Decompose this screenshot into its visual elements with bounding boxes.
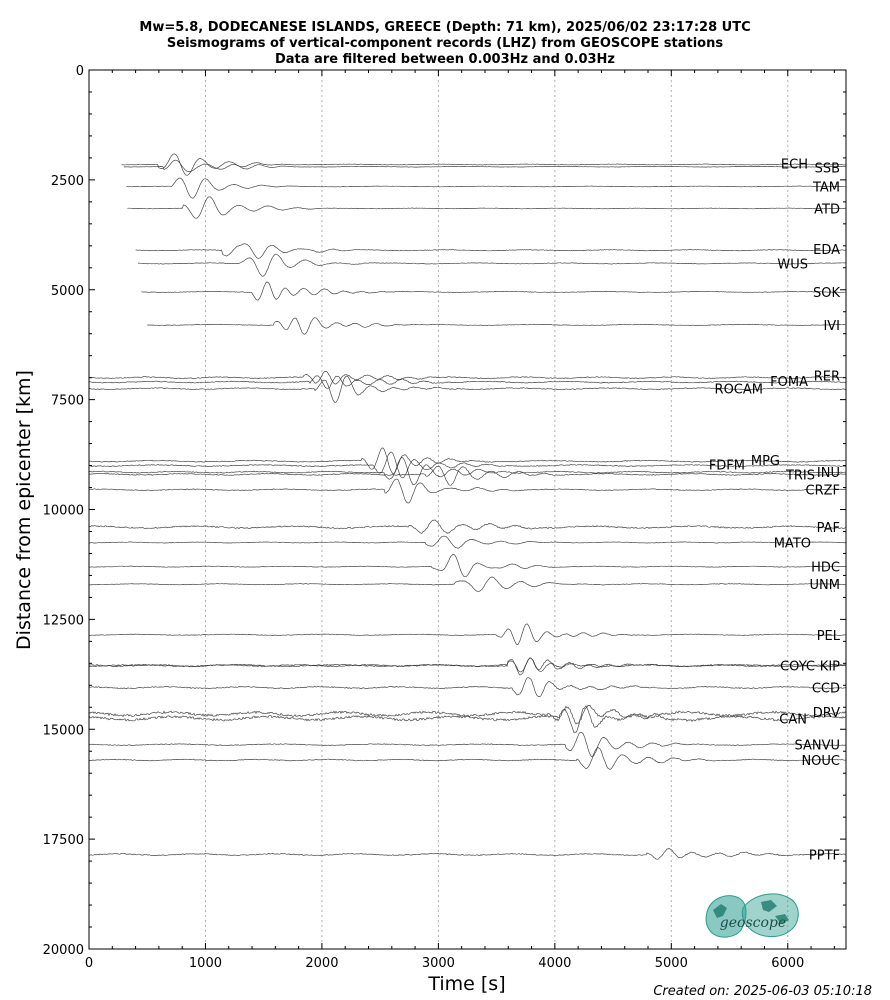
plot-area bbox=[89, 70, 846, 949]
axis-ticks: 0 1000 2000 3000 4000 5000 6000 0 2500 5000 7500 10… bbox=[43, 64, 846, 971]
station-labels: ECH SSB TAM ATD EDA WUS SOK IVI RER FOMA ROCAM MPG F… bbox=[709, 157, 841, 863]
y-tick-label: 7500 bbox=[51, 394, 84, 409]
x-tick-label: 2000 bbox=[305, 956, 338, 971]
station-label-rer: RER bbox=[814, 370, 840, 385]
station-label-foma: FOMA bbox=[770, 375, 808, 390]
trace-sok bbox=[141, 281, 846, 301]
station-label-mpg: MPG bbox=[751, 454, 780, 469]
station-label-atd: ATD bbox=[814, 202, 840, 217]
chart-title-line2: Seismograms of vertical-component record… bbox=[167, 36, 723, 51]
station-label-fdfm: FDFM bbox=[709, 459, 745, 474]
x-tick-label: 1000 bbox=[189, 956, 222, 971]
station-label-sok: SOK bbox=[813, 286, 840, 301]
station-label-crzf: CRZF bbox=[806, 484, 841, 499]
trace-paf bbox=[88, 519, 847, 534]
station-label-sanvu: SANVU bbox=[794, 739, 840, 754]
station-label-wus: WUS bbox=[777, 257, 808, 272]
station-label-ivi: IVI bbox=[823, 319, 840, 334]
trace-mato bbox=[88, 535, 847, 549]
seismogram-traces bbox=[88, 153, 847, 860]
y-tick-label: 5000 bbox=[51, 284, 84, 299]
station-label-ech: ECH bbox=[781, 157, 808, 172]
x-tick-label: 4000 bbox=[538, 956, 571, 971]
trace-pel bbox=[89, 623, 847, 645]
y-tick-label: 20000 bbox=[43, 943, 84, 958]
station-label-inu: INU bbox=[817, 466, 840, 481]
station-label-unm: UNM bbox=[810, 578, 840, 593]
trace-hdc bbox=[88, 553, 847, 578]
trace-rocam bbox=[88, 375, 847, 404]
station-label-ccd: CCD bbox=[812, 681, 840, 696]
y-tick-label: 12500 bbox=[43, 613, 84, 628]
trace-ech bbox=[121, 153, 846, 176]
trace-ssb bbox=[123, 159, 846, 172]
trace-mpg bbox=[88, 447, 847, 475]
station-label-tris: TRIS bbox=[785, 468, 815, 483]
geoscope-logo: geoscope bbox=[705, 893, 799, 938]
x-tick-label: 6000 bbox=[771, 956, 804, 971]
station-label-eda: EDA bbox=[813, 243, 840, 258]
y-tick-label: 15000 bbox=[43, 723, 84, 738]
trace-fdfm bbox=[88, 451, 847, 479]
logo-right-lobe bbox=[741, 893, 799, 937]
chart-title-line1: Mw=5.8, DODECANESE ISLANDS, GREECE (Dept… bbox=[139, 20, 750, 35]
y-tick-label: 2500 bbox=[51, 174, 84, 189]
y-tick-label: 0 bbox=[76, 64, 84, 79]
trace-tris bbox=[88, 465, 847, 486]
trace-foma bbox=[88, 375, 847, 389]
x-axis-label: Time [s] bbox=[427, 973, 505, 995]
trace-tam bbox=[126, 177, 846, 199]
x-tick-label: 5000 bbox=[655, 956, 688, 971]
trace-can bbox=[88, 705, 847, 733]
trace-inu bbox=[88, 456, 847, 486]
trace-unm bbox=[88, 576, 847, 592]
logo-text: geoscope bbox=[720, 915, 786, 931]
station-label-rocam: ROCAM bbox=[715, 383, 763, 398]
station-label-mato: MATO bbox=[774, 536, 811, 551]
station-label-nouc: NOUC bbox=[801, 754, 840, 769]
y-tick-label: 10000 bbox=[43, 504, 84, 519]
station-label-hdc: HDC bbox=[811, 561, 840, 576]
station-label-ssb: SSB bbox=[815, 162, 840, 177]
chart-title-line3: Data are filtered between 0.003Hz and 0.… bbox=[275, 52, 615, 67]
station-label-paf: PAF bbox=[817, 521, 840, 536]
station-label-coyc: COYC bbox=[780, 660, 815, 675]
trace-sanvu bbox=[88, 731, 847, 758]
creation-timestamp: Created on: 2025-06-03 05:10:18 bbox=[653, 984, 872, 999]
station-label-tam: TAM bbox=[812, 180, 840, 195]
trace-ccd bbox=[89, 677, 847, 697]
trace-rer bbox=[88, 371, 847, 385]
y-tick-label: 17500 bbox=[43, 833, 84, 848]
station-label-pel: PEL bbox=[817, 629, 841, 644]
trace-wus bbox=[137, 253, 846, 277]
trace-atd bbox=[127, 196, 846, 219]
station-label-kip: KIP bbox=[820, 660, 840, 675]
station-label-drv: DRV bbox=[813, 706, 840, 721]
trace-coyc bbox=[88, 657, 847, 673]
trace-ivi bbox=[147, 317, 846, 335]
trace-pptf bbox=[88, 848, 846, 860]
logo-land-shapes bbox=[713, 900, 789, 924]
station-label-pptf: PPTF bbox=[809, 849, 840, 864]
station-label-can: CAN bbox=[779, 712, 807, 727]
trace-drv bbox=[88, 704, 847, 725]
y-axis-label: Distance from epicenter [km] bbox=[13, 370, 35, 650]
trace-eda bbox=[135, 243, 846, 259]
x-tick-label: 0 bbox=[85, 956, 93, 971]
logo-left-lobe bbox=[705, 895, 747, 938]
grid-lines bbox=[204, 70, 789, 949]
x-tick-label: 3000 bbox=[422, 956, 455, 971]
trace-crzf bbox=[89, 478, 847, 504]
trace-nouc bbox=[88, 747, 847, 770]
